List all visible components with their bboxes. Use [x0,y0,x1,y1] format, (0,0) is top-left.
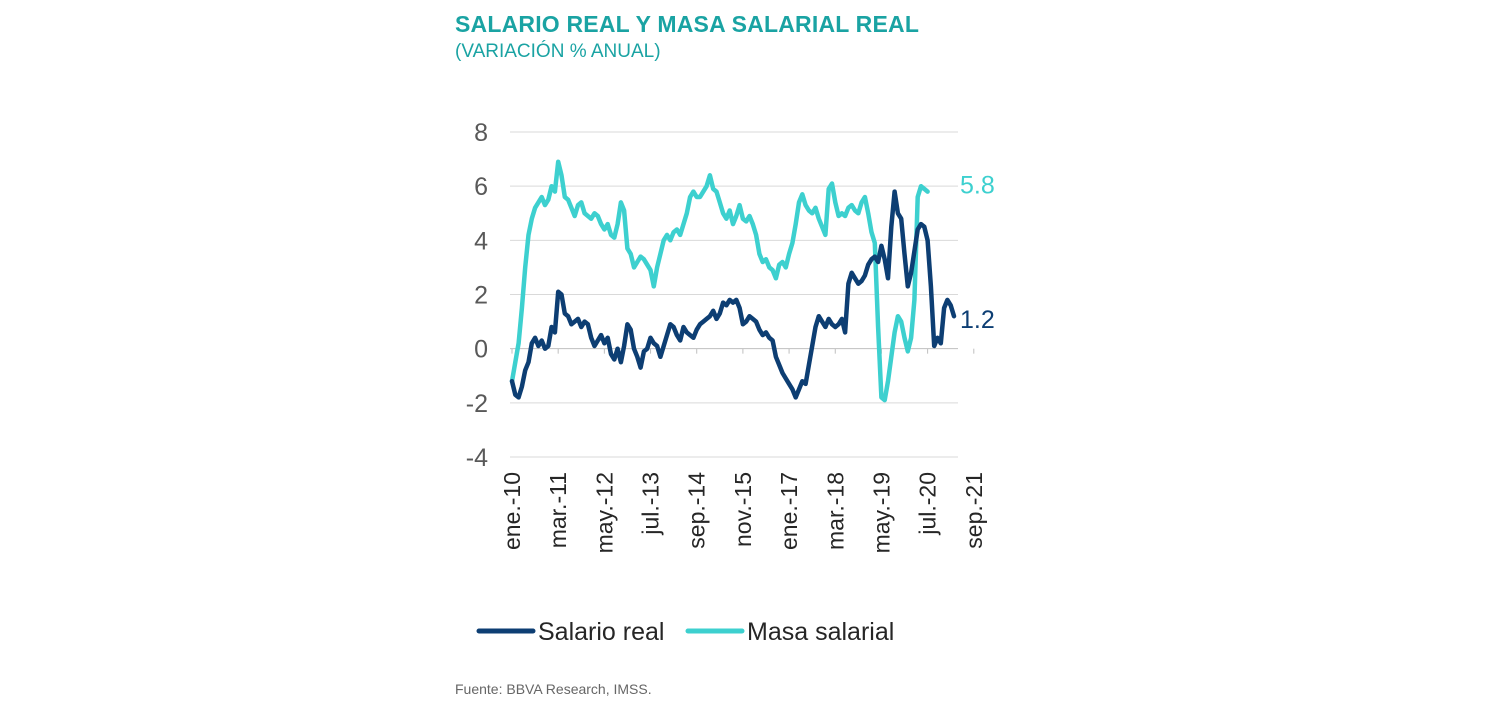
x-tick-label: may.-19 [868,472,894,553]
y-tick-label: 2 [474,282,488,310]
x-tick-label: nov.-15 [730,472,756,547]
x-tick-label: mar.-18 [822,472,848,550]
y-tick-label: 6 [474,173,488,201]
salario-end-label: 1.2 [960,306,995,334]
x-tick-label: sep.-21 [961,472,987,549]
legend-masa-salarial-label: Masa salarial [747,618,894,646]
y-tick-label: 8 [474,119,488,147]
x-tick-label: ene.-10 [499,472,525,550]
source-note: Fuente: BBVA Research, IMSS. [455,681,652,697]
chart-subtitle: (VARIACIÓN % ANUAL) [455,41,661,62]
y-tick-label: -4 [466,444,488,472]
y-tick-label: -2 [466,390,488,418]
x-tick-label: jul.-13 [638,472,664,536]
salario-real-line [509,189,957,400]
y-tick-label: 0 [474,336,488,364]
legend-salario-real-label: Salario real [538,618,664,646]
x-tick-label: ene.-17 [776,472,802,550]
x-tick-label: mar.-11 [545,472,571,548]
x-tick-label: jul.-20 [915,472,941,536]
x-tick-label: may.-12 [591,472,617,553]
masa-end-label: 5.8 [960,172,995,200]
x-tick-label: sep.-14 [684,472,710,549]
y-tick-label: 4 [474,227,488,255]
masa-salarial-line [509,159,930,403]
chart-title: SALARIO REAL Y MASA SALARIAL REAL [455,11,920,37]
